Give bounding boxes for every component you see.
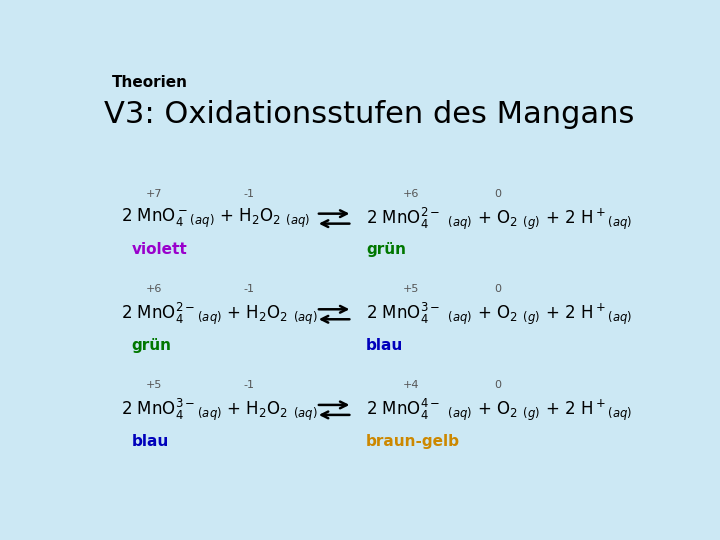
- Text: 2 MnO$_4^{3-}$${_{(aq)}}$ + H$_2$O$_2$ $_{(aq)}$: 2 MnO$_4^{3-}$${_{(aq)}}$ + H$_2$O$_2$ $…: [121, 397, 318, 423]
- Text: +7: +7: [146, 188, 163, 199]
- Text: blau: blau: [366, 338, 403, 353]
- Text: braun-gelb: braun-gelb: [366, 434, 460, 449]
- Text: 0: 0: [494, 188, 501, 199]
- Text: 2 MnO$_4^{2-}$${_{(aq)}}$ + H$_2$O$_2$ $_{(aq)}$: 2 MnO$_4^{2-}$${_{(aq)}}$ + H$_2$O$_2$ $…: [121, 301, 318, 327]
- Text: Theorien: Theorien: [112, 75, 189, 90]
- Text: V3: Oxidationsstufen des Mangans: V3: Oxidationsstufen des Mangans: [104, 100, 634, 129]
- Text: -1: -1: [243, 188, 255, 199]
- Text: -1: -1: [243, 380, 255, 390]
- Text: +5: +5: [402, 285, 419, 294]
- Text: +6: +6: [146, 285, 162, 294]
- Text: 0: 0: [494, 380, 501, 390]
- Text: blau: blau: [132, 434, 169, 449]
- Text: grün: grün: [366, 242, 406, 258]
- Text: 2 MnO$_4^{2-}$ $_{(aq)}$ + O$_2$ $_{(g)}$ + 2 H$^+$$_{(aq)}$: 2 MnO$_4^{2-}$ $_{(aq)}$ + O$_2$ $_{(g)}…: [366, 206, 633, 232]
- Text: 2 MnO$_4^-$${_{(aq)}}$ + H$_2$O$_2$ $_{(aq)}$: 2 MnO$_4^-$${_{(aq)}}$ + H$_2$O$_2$ $_{(…: [121, 207, 310, 230]
- Text: 2 MnO$_4^{3-}$ $_{(aq)}$ + O$_2$ $_{(g)}$ + 2 H$^+$$_{(aq)}$: 2 MnO$_4^{3-}$ $_{(aq)}$ + O$_2$ $_{(g)}…: [366, 301, 633, 327]
- Text: grün: grün: [132, 338, 172, 353]
- Text: 0: 0: [494, 285, 501, 294]
- Text: -1: -1: [243, 285, 255, 294]
- Text: violett: violett: [132, 242, 188, 258]
- Text: +5: +5: [146, 380, 162, 390]
- Text: +4: +4: [402, 380, 419, 390]
- Text: +6: +6: [402, 188, 419, 199]
- Text: 2 MnO$_4^{4-}$ $_{(aq)}$ + O$_2$ $_{(g)}$ + 2 H$^+$$_{(aq)}$: 2 MnO$_4^{4-}$ $_{(aq)}$ + O$_2$ $_{(g)}…: [366, 397, 633, 423]
